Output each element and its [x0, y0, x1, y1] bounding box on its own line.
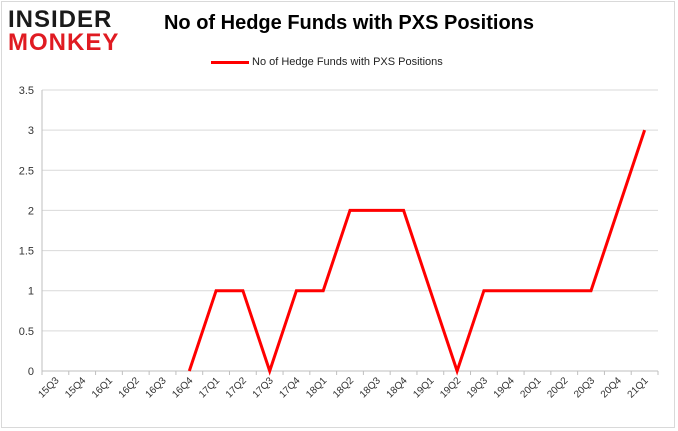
- x-tick-label: 15Q3: [36, 375, 61, 400]
- x-tick-label: 16Q3: [144, 375, 169, 400]
- x-tick-label: 18Q4: [385, 375, 410, 400]
- insider-monkey-logo: INSIDER MONKEY: [8, 6, 126, 56]
- chart-title: No of Hedge Funds with PXS Positions: [163, 12, 534, 34]
- y-tick-label: 3.5: [19, 85, 34, 97]
- x-tick-label: 17Q1: [197, 375, 222, 400]
- x-tick-label: 18Q2: [331, 375, 356, 400]
- y-tick-label: 0: [28, 366, 34, 378]
- x-tick-label: 18Q1: [304, 375, 329, 400]
- x-tick-label: 20Q2: [545, 375, 570, 400]
- x-tick-label: 16Q1: [90, 375, 115, 400]
- x-tick-label: 19Q2: [438, 375, 463, 400]
- y-tick-label: 1: [28, 286, 34, 298]
- x-tick-label: 17Q2: [224, 375, 249, 400]
- x-tick-label: 20Q3: [572, 375, 597, 400]
- logo-line-2: MONKEY: [8, 29, 120, 56]
- x-tick-label: 17Q4: [277, 375, 302, 400]
- y-tick-label: 2.5: [19, 165, 34, 177]
- y-tick-label: 1.5: [19, 246, 34, 258]
- x-tick-label: 15Q4: [63, 375, 88, 400]
- x-tick-label: 16Q2: [117, 375, 142, 400]
- y-tick-label: 2: [28, 205, 34, 217]
- x-tick-label: 20Q1: [519, 375, 544, 400]
- x-tick-label: 16Q4: [170, 375, 195, 400]
- logo-line-1: INSIDER: [8, 6, 113, 33]
- legend-label: No of Hedge Funds with PXS Positions: [252, 56, 443, 68]
- x-tick-label: 19Q1: [411, 375, 436, 400]
- chart-legend: No of Hedge Funds with PXS Positions: [211, 55, 443, 69]
- y-tick-label: 3: [28, 125, 34, 137]
- legend-swatch: [211, 60, 249, 64]
- x-tick-label: 21Q1: [626, 375, 651, 400]
- x-tick-label: 20Q4: [599, 375, 624, 400]
- series-line: [187, 129, 647, 376]
- y-tick-label: 0.5: [19, 326, 34, 338]
- x-tick-label: 17Q3: [251, 375, 276, 400]
- x-tick-label: 19Q4: [492, 375, 517, 400]
- x-tick-label: 18Q3: [358, 375, 383, 400]
- x-tick-label: 19Q3: [465, 375, 490, 400]
